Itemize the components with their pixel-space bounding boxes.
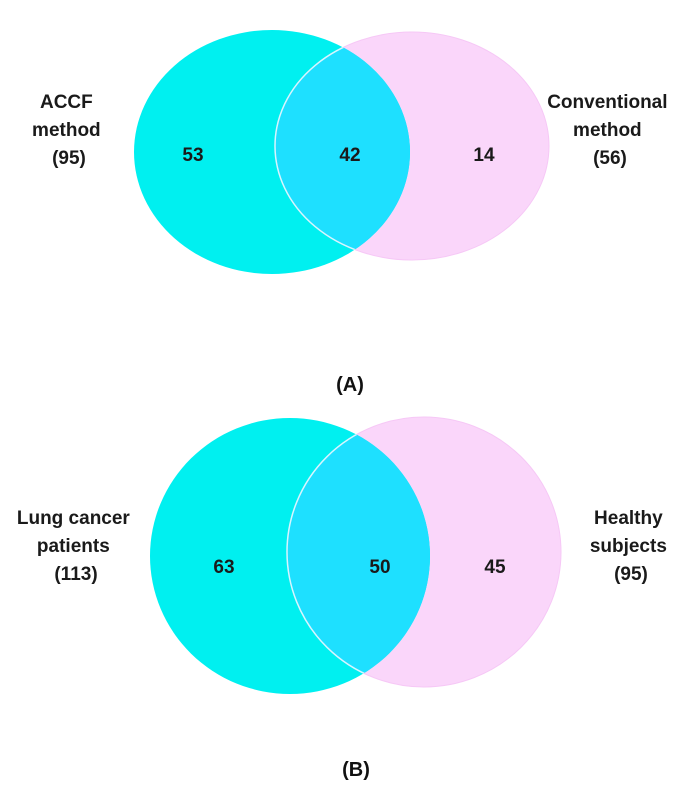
venn-a-overlap-count: 42 — [339, 145, 360, 166]
venn-a-right-label-line3: (56) — [593, 148, 627, 169]
venn-b-right-label-line1: Healthy — [594, 508, 663, 529]
venn-b-overlap-count: 50 — [369, 557, 390, 578]
caption-b: (B) — [342, 759, 370, 781]
venn-b-left-only-count: 63 — [213, 557, 234, 578]
venn-a-right-label: Conventional method (56) — [547, 92, 673, 169]
venn-a-left-label-line3: (95) — [52, 148, 86, 169]
venn-b-left-label-line3: (113) — [54, 564, 97, 585]
venn-a-right-only-count: 14 — [473, 145, 495, 166]
venn-diagram-b: Lung cancer patients (113) Healthy subje… — [17, 416, 672, 781]
venn-b-right-label: Healthy subjects (95) — [590, 508, 672, 585]
venn-diagram-a: ACCF method (95) Conventional method (56… — [32, 30, 673, 396]
caption-a: (A) — [336, 374, 364, 396]
venn-a-left-label-line1: ACCF — [40, 92, 93, 113]
venn-b-left-label-line2: patients — [37, 536, 110, 557]
venn-b-right-label-line3: (95) — [614, 564, 648, 585]
venn-a-right-label-line1: Conventional — [547, 92, 667, 113]
venn-b-right-only-count: 45 — [484, 557, 506, 578]
venn-b-right-label-line2: subjects — [590, 536, 667, 557]
venn-a-overlap — [274, 31, 410, 261]
venn-a-right-label-line2: method — [573, 120, 642, 141]
venn-b-left-label-line1: Lung cancer — [17, 508, 131, 529]
venn-b-left-label: Lung cancer patients (113) — [17, 508, 135, 585]
venn-a-left-label: ACCF method (95) — [32, 92, 106, 169]
venn-a-left-label-line2: method — [32, 120, 101, 141]
venn-a-left-only-count: 53 — [182, 145, 203, 166]
